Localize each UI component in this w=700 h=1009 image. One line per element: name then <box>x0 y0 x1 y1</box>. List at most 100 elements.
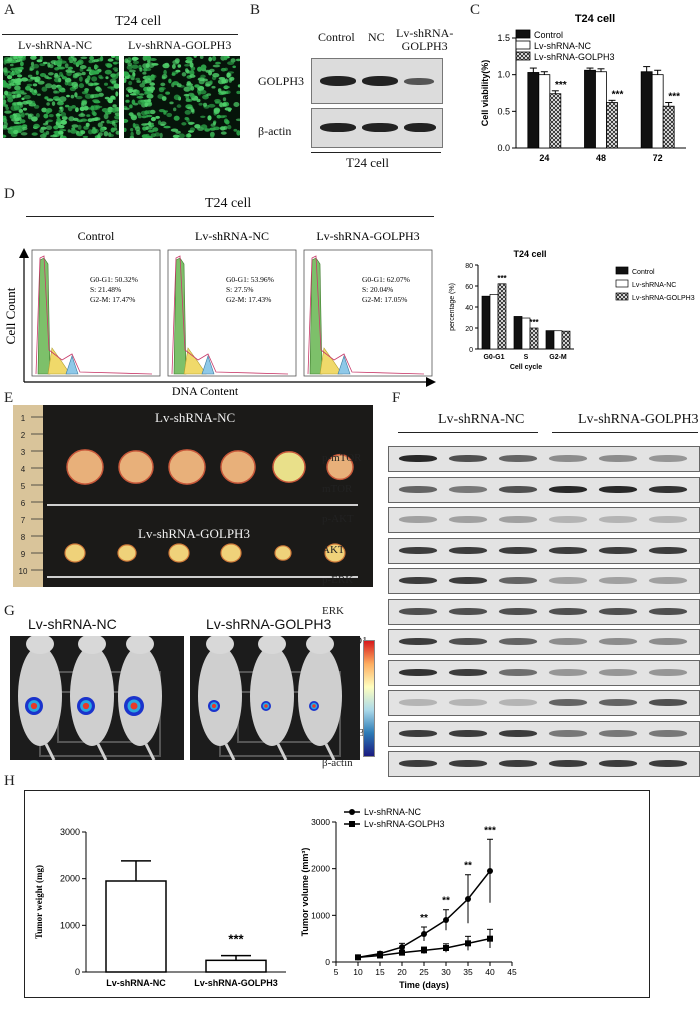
cell <box>115 130 119 135</box>
cell <box>233 128 238 132</box>
cell <box>16 93 22 98</box>
ruler-label: 6 <box>21 499 26 508</box>
cell <box>208 103 216 108</box>
cell <box>16 112 23 118</box>
band <box>449 638 487 645</box>
legend-swatch <box>515 51 531 61</box>
cell <box>15 70 21 75</box>
bar-control <box>640 71 653 149</box>
cell <box>45 130 50 135</box>
mouse-body <box>118 646 162 746</box>
cell <box>75 107 79 113</box>
cell <box>95 86 101 92</box>
cell <box>224 78 229 84</box>
cell <box>35 70 39 76</box>
panel-label-d: D <box>4 186 15 202</box>
band <box>599 699 637 706</box>
cell <box>18 66 24 70</box>
phase-percent: G2-M: 17.47% <box>90 295 135 304</box>
cell <box>216 114 222 119</box>
band <box>649 516 687 523</box>
point-kd <box>355 954 361 961</box>
cell <box>48 72 54 76</box>
band <box>649 546 687 554</box>
cell <box>17 74 23 78</box>
cell <box>183 93 190 97</box>
cell <box>198 102 203 106</box>
significance-label: ** <box>442 896 450 907</box>
x-axis-label: Time (days) <box>399 980 449 990</box>
cell <box>132 122 136 128</box>
mouse-body <box>70 646 114 746</box>
cell <box>101 108 109 113</box>
cell <box>80 130 86 135</box>
cell <box>164 62 169 66</box>
cell <box>176 83 182 88</box>
phase-percent: G2-M: 17.05% <box>362 295 407 304</box>
cell <box>35 113 40 118</box>
cell <box>169 101 174 105</box>
cell <box>222 102 227 107</box>
band <box>399 577 437 584</box>
chart-d-cellcycle: T24 cell 0 20 40 60 80 percentage (%) G0-G1 *** S… <box>449 249 695 371</box>
cell <box>111 56 116 58</box>
legend-label: Control <box>534 30 563 40</box>
x-tick-label: Lv-shRNA-NC <box>106 978 166 988</box>
cell <box>30 61 35 67</box>
cell <box>160 82 166 87</box>
cell <box>146 93 154 99</box>
cell <box>48 114 54 118</box>
band <box>399 516 437 523</box>
band <box>404 123 436 132</box>
cell <box>127 62 133 67</box>
band <box>649 638 687 645</box>
cell <box>170 128 179 132</box>
cell <box>131 99 136 105</box>
cell <box>129 75 135 79</box>
cell <box>77 59 84 65</box>
cell <box>166 112 173 118</box>
panel-label-c: C <box>470 2 481 18</box>
cell <box>60 119 67 125</box>
chart-title: T24 cell <box>575 13 615 25</box>
band <box>499 455 537 462</box>
cell <box>41 107 47 113</box>
cell <box>235 118 240 122</box>
cell <box>146 114 153 118</box>
cell <box>82 135 89 138</box>
cell <box>146 125 153 130</box>
cell <box>226 72 232 78</box>
cell <box>227 61 235 65</box>
fit-curve <box>171 255 289 375</box>
bar-lv-shrna-nc <box>538 74 551 149</box>
cell <box>58 130 64 135</box>
y-tick-label: 0 <box>469 347 473 354</box>
cell <box>172 134 180 138</box>
cell <box>163 110 169 113</box>
cell <box>208 70 213 76</box>
g2m-peak <box>201 355 215 375</box>
cell <box>7 57 13 62</box>
cell <box>70 129 78 134</box>
cell <box>34 76 41 82</box>
cell <box>31 116 38 122</box>
cell <box>42 61 48 65</box>
band <box>399 546 437 554</box>
cell <box>103 131 109 137</box>
cell <box>22 56 26 59</box>
bar-lv-shrna-golph3 <box>662 105 675 149</box>
band <box>549 546 587 554</box>
cell <box>173 107 177 112</box>
cell <box>200 74 206 79</box>
cell <box>22 126 28 131</box>
cell <box>33 89 37 93</box>
cell <box>235 58 240 62</box>
blot-strip <box>388 507 700 533</box>
cell <box>111 73 119 80</box>
cell <box>222 97 227 102</box>
cell <box>111 107 117 113</box>
ruler-label: 7 <box>21 516 26 525</box>
cell <box>112 67 119 71</box>
cell <box>236 90 240 95</box>
cell <box>20 61 24 67</box>
